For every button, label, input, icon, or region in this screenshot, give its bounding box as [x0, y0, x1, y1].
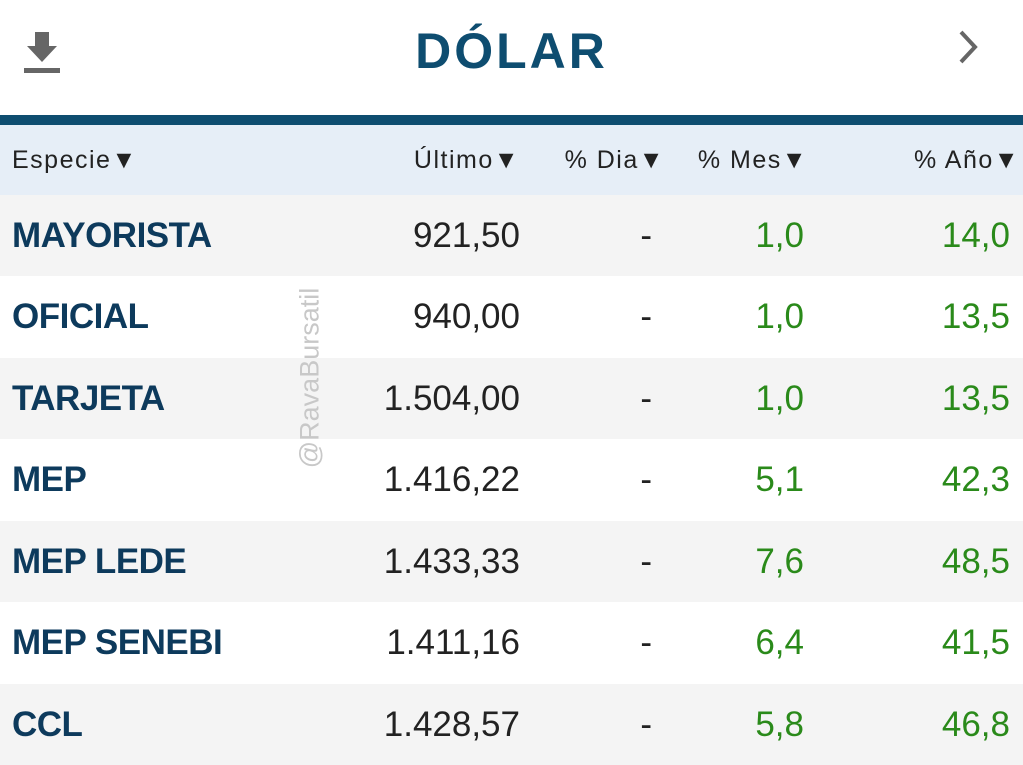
table-cell: - [640, 704, 652, 744]
table-cell: MEP SENEBI [12, 623, 223, 662]
table-row[interactable]: MAYORISTA 921,50 - 1,0 14,0 [0, 195, 1023, 276]
table-row[interactable]: CCL 1.428,57 - 5,8 46,8 [0, 684, 1023, 765]
table-cell: - [640, 215, 652, 255]
table-cell: 5,8 [755, 704, 804, 744]
table-row[interactable]: MEP 1.416,22 - 5,1 42,3 [0, 439, 1023, 521]
table-row[interactable]: OFICIAL 940,00 - 1,0 13,5 [0, 276, 1023, 358]
table-cell: 13,5 [941, 297, 1010, 336]
column-header[interactable]: Especie▼ [12, 145, 138, 174]
table-cell: 921,50 [412, 215, 520, 255]
table-cell: 6,4 [755, 623, 804, 662]
table-cell: MEP LEDE [12, 541, 187, 581]
table-cell: 14,0 [941, 215, 1010, 255]
table-cell: 48,5 [941, 541, 1010, 581]
header-bar [0, 115, 1023, 125]
table-cell: 41,5 [941, 623, 1010, 662]
table-cell: 13,5 [941, 378, 1010, 418]
table-cell: 1.504,00 [383, 378, 520, 418]
download-icon[interactable] [22, 30, 62, 76]
table-cell: 5,1 [755, 460, 804, 499]
table-cell: 1,0 [755, 215, 804, 255]
table-cell: 1.411,16 [386, 623, 520, 662]
table-cell: 1.416,22 [383, 460, 520, 499]
table-cell: - [640, 623, 652, 662]
table-cell: 1,0 [755, 297, 804, 336]
table-cell: 940,00 [412, 297, 520, 336]
table-cell: 42,3 [941, 460, 1010, 499]
table-cell: 46,8 [941, 704, 1010, 744]
table-cell: - [640, 541, 652, 581]
table-cell: - [640, 378, 652, 418]
table-cell: TARJETA [12, 378, 165, 418]
table-cell: MEP [12, 460, 87, 499]
next-icon[interactable] [955, 28, 985, 66]
table-row[interactable]: TARJETA 1.504,00 - 1,0 13,5 [0, 358, 1023, 439]
table-row[interactable]: MEP SENEBI 1.411,16 - 6,4 41,5 [0, 602, 1023, 684]
column-header[interactable]: % Mes▼ [697, 145, 808, 174]
column-header[interactable]: Último▼ [413, 145, 520, 174]
table-cell: OFICIAL [12, 297, 149, 336]
watermark: @RavaBursatil [294, 287, 325, 469]
table-cell: 7,6 [755, 541, 804, 581]
table-cell: - [640, 297, 652, 336]
table-cell: 1.428,57 [383, 704, 520, 744]
table-row[interactable]: MEP LEDE 1.433,33 - 7,6 48,5 [0, 521, 1023, 602]
column-header[interactable]: % Dia▼ [564, 145, 665, 174]
title: DÓLAR [415, 23, 608, 79]
table-cell: 1.433,33 [383, 541, 520, 581]
column-header[interactable]: % Año▼ [913, 145, 1020, 174]
table-cell: - [640, 460, 652, 499]
table-header: Especie▼ Último▼ % Dia▼ % Mes▼ % Año▼ [0, 125, 1023, 195]
table-cell: 1,0 [755, 378, 804, 418]
table-cell: MAYORISTA [12, 215, 212, 255]
table-cell: CCL [12, 704, 83, 744]
